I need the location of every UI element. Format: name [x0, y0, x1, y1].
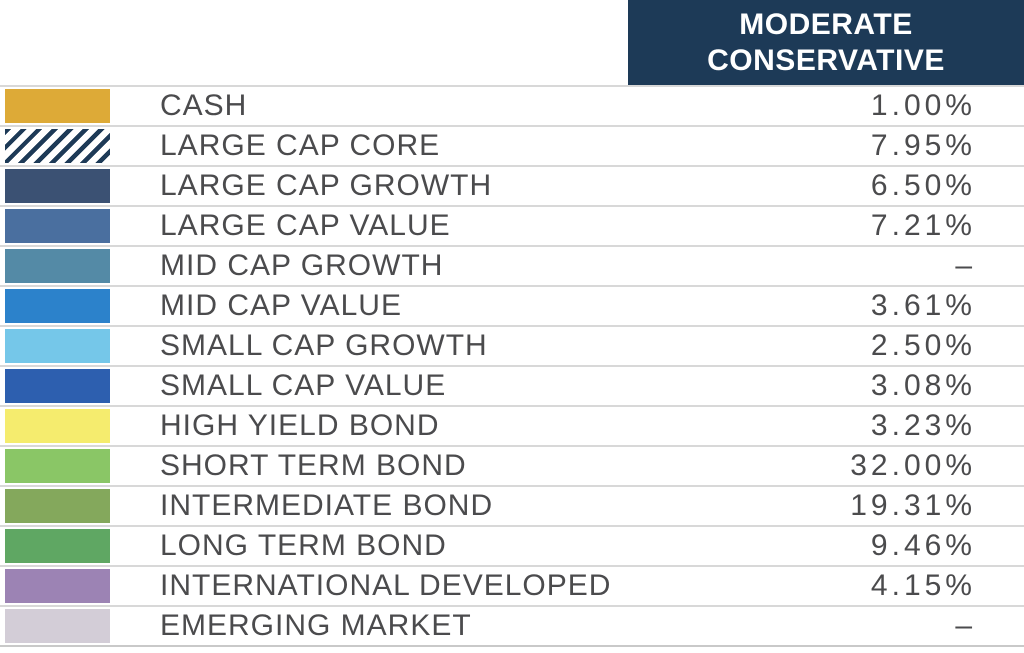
table-row-short-term-bond: SHORT TERM BOND 32.00% [0, 445, 1024, 485]
asset-class-label: CASH [160, 89, 248, 122]
legend-swatch-intermediate-bond [5, 489, 110, 523]
legend-swatch-high-yield-bond [5, 409, 110, 443]
allocation-value: 3.08% [870, 369, 976, 402]
table-row-mid-cap-value: MID CAP VALUE 3.61% [0, 285, 1024, 325]
allocation-value: 1.00% [870, 89, 976, 122]
allocation-value: 3.61% [870, 289, 976, 322]
column-header-line-1: MODERATE [739, 7, 913, 41]
asset-class-label: SMALL CAP VALUE [160, 369, 447, 402]
asset-class-label: LARGE CAP VALUE [160, 209, 451, 242]
allocation-value: 6.50% [870, 169, 976, 202]
asset-class-label: MID CAP VALUE [160, 289, 402, 322]
allocation-value: 19.31% [850, 489, 976, 522]
table-row-long-term-bond: LONG TERM BOND 9.46% [0, 525, 1024, 565]
legend-swatch-mid-cap-growth [5, 249, 110, 283]
asset-class-label: LARGE CAP CORE [160, 129, 441, 162]
legend-swatch-long-term-bond [5, 529, 110, 563]
legend-swatch-small-cap-growth [5, 329, 110, 363]
allocation-value: – [955, 249, 976, 282]
table-row-small-cap-growth: SMALL CAP GROWTH 2.50% [0, 325, 1024, 365]
legend-swatch-international-developed [5, 569, 110, 603]
table-row-small-cap-value: SMALL CAP VALUE 3.08% [0, 365, 1024, 405]
allocation-value: 2.50% [870, 329, 976, 362]
table-row-emerging-market: EMERGING MARKET – [0, 605, 1024, 645]
allocation-value: – [955, 609, 976, 642]
asset-class-label: MID CAP GROWTH [160, 249, 444, 282]
table-row-cash: CASH 1.00% [0, 85, 1024, 125]
allocation-value: 7.21% [870, 209, 976, 242]
table-row-large-cap-core: LARGE CAP CORE 7.95% [0, 125, 1024, 165]
table-bottom-border [0, 645, 1024, 647]
table-row-mid-cap-growth: MID CAP GROWTH – [0, 245, 1024, 285]
table-row-intermediate-bond: INTERMEDIATE BOND 19.31% [0, 485, 1024, 525]
asset-class-label: SMALL CAP GROWTH [160, 329, 488, 362]
legend-swatch-small-cap-value [5, 369, 110, 403]
asset-class-label: HIGH YIELD BOND [160, 409, 440, 442]
allocation-value: 32.00% [850, 449, 976, 482]
asset-class-label: LONG TERM BOND [160, 529, 447, 562]
table-row-large-cap-value: LARGE CAP VALUE 7.21% [0, 205, 1024, 245]
legend-swatch-emerging-market [5, 609, 110, 643]
allocation-value: 9.46% [870, 529, 976, 562]
legend-swatch-short-term-bond [5, 449, 110, 483]
asset-class-label: SHORT TERM BOND [160, 449, 467, 482]
legend-swatch-mid-cap-value [5, 289, 110, 323]
column-header-moderate-conservative: MODERATE CONSERVATIVE [628, 0, 1024, 85]
table-row-high-yield-bond: HIGH YIELD BOND 3.23% [0, 405, 1024, 445]
legend-swatch-large-cap-growth [5, 169, 110, 203]
asset-class-label: LARGE CAP GROWTH [160, 169, 493, 202]
asset-class-label: EMERGING MARKET [160, 609, 472, 642]
allocation-value: 7.95% [870, 129, 976, 162]
allocation-table-body: CASH 1.00% LARGE CAP CORE 7.95% LARGE CA… [0, 85, 1024, 645]
asset-class-label: INTERNATIONAL DEVELOPED [160, 569, 612, 602]
legend-swatch-cash [5, 89, 110, 123]
table-row-large-cap-growth: LARGE CAP GROWTH 6.50% [0, 165, 1024, 205]
legend-swatch-large-cap-core [5, 129, 110, 163]
asset-class-label: INTERMEDIATE BOND [160, 489, 494, 522]
allocation-value: 4.15% [870, 569, 976, 602]
legend-swatch-large-cap-value [5, 209, 110, 243]
allocation-value: 3.23% [870, 409, 976, 442]
column-header-line-2: CONSERVATIVE [707, 43, 945, 77]
table-row-international-developed: INTERNATIONAL DEVELOPED 4.15% [0, 565, 1024, 605]
